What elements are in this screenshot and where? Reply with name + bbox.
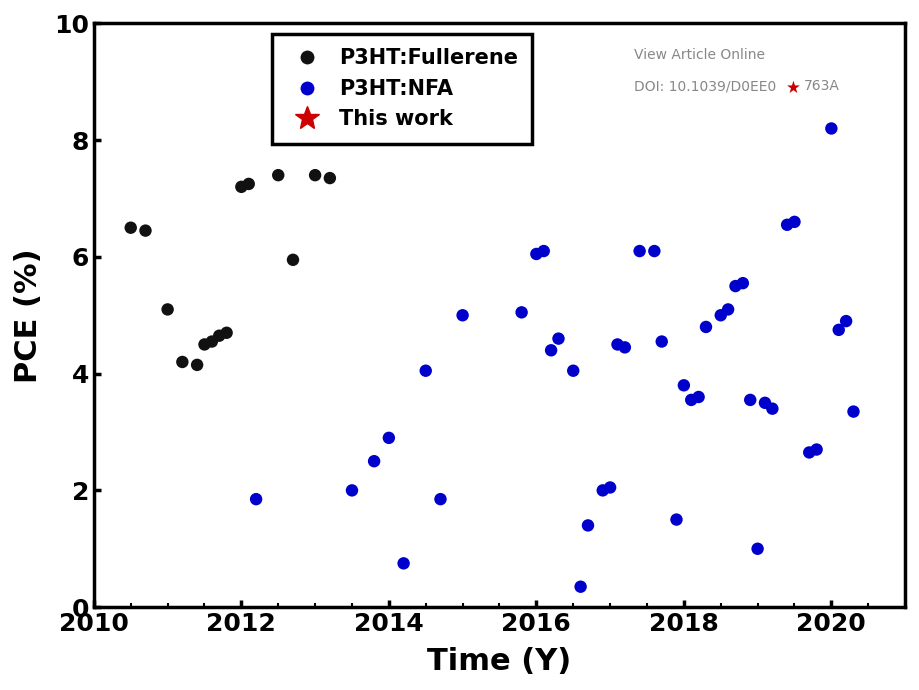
Point (160, 304, 175, 315)
Point (220, 327, 234, 338)
Text: DOI: 10.1039/D0EE0: DOI: 10.1039/D0EE0 (634, 79, 777, 93)
Point (720, 304, 735, 315)
Point (205, 336, 220, 347)
Point (596, 485, 610, 496)
Point (603, 482, 618, 493)
Point (684, 395, 698, 406)
Point (271, 170, 286, 181)
Point (698, 322, 713, 333)
Text: 763A: 763A (804, 79, 840, 93)
Point (367, 455, 381, 466)
Point (242, 179, 256, 190)
Point (175, 357, 189, 368)
Point (713, 310, 728, 321)
Point (618, 342, 632, 353)
Point (212, 331, 227, 342)
Point (669, 514, 684, 525)
Point (757, 397, 772, 408)
Text: View Article Online: View Article Online (634, 48, 766, 62)
Point (750, 543, 765, 554)
Point (418, 365, 433, 376)
Point (198, 339, 212, 350)
Point (610, 339, 625, 350)
Point (345, 485, 359, 496)
Legend: P3HT:Fullerene, P3HT:NFA, This work: P3HT:Fullerene, P3HT:NFA, This work (272, 34, 532, 144)
Point (323, 172, 337, 184)
Point (515, 307, 529, 318)
Point (537, 246, 551, 257)
Point (249, 493, 264, 504)
Point (654, 336, 669, 347)
Point (735, 277, 750, 288)
Point (743, 395, 757, 406)
Point (728, 281, 743, 292)
Y-axis label: PCE (%): PCE (%) (14, 248, 43, 382)
Point (123, 222, 138, 233)
Point (832, 324, 846, 335)
Point (676, 380, 691, 391)
Point (396, 558, 411, 569)
Point (433, 493, 448, 504)
Point (529, 248, 544, 259)
X-axis label: Time (Y): Time (Y) (427, 647, 572, 676)
Point (779, 219, 794, 230)
Point (286, 255, 301, 266)
Point (691, 391, 706, 402)
Point (573, 581, 588, 592)
Point (810, 444, 824, 455)
Point (455, 310, 470, 321)
Point (824, 123, 839, 134)
Point (551, 333, 566, 344)
Point (234, 181, 249, 193)
Text: ★: ★ (786, 79, 800, 97)
Point (544, 345, 559, 356)
Point (765, 403, 779, 414)
Point (802, 447, 817, 458)
Point (138, 225, 153, 236)
Point (381, 433, 396, 444)
Point (846, 406, 861, 417)
Point (839, 315, 854, 326)
Point (566, 365, 581, 376)
Point (788, 217, 802, 228)
Point (189, 359, 204, 371)
Point (581, 520, 596, 531)
Point (647, 246, 662, 257)
Point (308, 170, 323, 181)
Point (632, 246, 647, 257)
